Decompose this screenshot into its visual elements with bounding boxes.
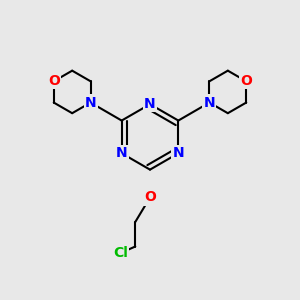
Text: O: O	[48, 74, 60, 88]
Text: N: N	[144, 97, 156, 111]
Text: Cl: Cl	[113, 246, 128, 260]
Text: N: N	[172, 146, 184, 160]
Text: O: O	[144, 190, 156, 204]
Text: N: N	[116, 146, 127, 160]
Text: N: N	[204, 96, 215, 110]
Text: O: O	[240, 74, 252, 88]
Text: N: N	[85, 96, 96, 110]
